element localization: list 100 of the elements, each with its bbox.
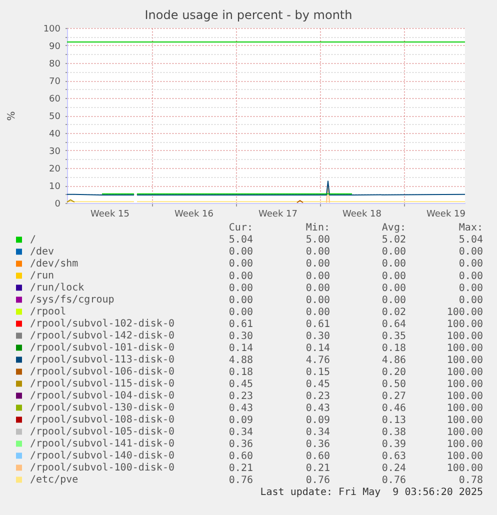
text: 0.02	[382, 306, 406, 318]
text: 0.00	[458, 246, 483, 258]
legend-label: /rpool/subvol-104-disk-0	[30, 390, 174, 402]
x-tick-label: Week 19	[426, 210, 466, 220]
text: 0.61	[228, 318, 253, 330]
text: 0.39	[382, 439, 406, 450]
text: 0.36	[228, 439, 253, 450]
text: 0.00	[306, 294, 330, 306]
text: 0.21	[228, 463, 253, 474]
text: 0.78	[458, 475, 483, 486]
text: 0.00	[458, 270, 483, 282]
y-tick-label: 40	[49, 130, 61, 140]
legend-label: /rpool/subvol-105-disk-0	[30, 426, 174, 438]
text: 0.00	[228, 282, 253, 294]
text: 100.00	[446, 402, 483, 414]
text: 0.64	[382, 318, 406, 330]
legend-label: /rpool/subvol-102-disk-0	[30, 318, 174, 330]
text: 5.04	[228, 234, 253, 246]
text: 0.00	[382, 246, 406, 258]
legend-label: /run	[30, 270, 54, 282]
text: 0.00	[228, 258, 253, 270]
legend-label: /rpool/subvol-115-disk-0	[30, 378, 174, 390]
text: 0.00	[228, 246, 253, 258]
text: 0.09	[228, 415, 253, 426]
text: 100.00	[446, 378, 483, 390]
text: 0.00	[382, 270, 406, 282]
text: 0.45	[306, 378, 330, 390]
text: 0.60	[228, 451, 253, 462]
legend-label: /	[30, 234, 36, 246]
text: 0.00	[306, 282, 330, 294]
text: 5.00	[306, 234, 330, 246]
x-tick-label: Week 15	[90, 210, 130, 220]
y-tick-label: 10	[49, 182, 61, 192]
text: 0.43	[228, 402, 253, 414]
text: 4.88	[228, 354, 253, 366]
text: Avg:	[382, 222, 406, 234]
text: 0.43	[306, 402, 330, 414]
text: 0.09	[306, 415, 330, 426]
text: 0.24	[382, 463, 406, 474]
text: 5.04	[458, 234, 483, 246]
y-tick-label: 0	[54, 200, 61, 210]
text: 0.18	[228, 366, 253, 378]
text: 0.00	[228, 294, 253, 306]
text: 100.00	[446, 354, 483, 366]
legend-label: /run/lock	[30, 282, 84, 294]
legend-label: /rpool/subvol-106-disk-0	[30, 366, 174, 378]
text: 0.00	[382, 294, 406, 306]
text: 0.60	[306, 451, 330, 462]
x-tick-label: Week 18	[342, 210, 382, 220]
text: 0.76	[306, 475, 330, 486]
chart-title: Inode usage in percent - by month	[144, 8, 352, 22]
text: 100.00	[446, 390, 483, 402]
y-tick-label: 90	[49, 42, 61, 52]
text: 100.00	[446, 463, 483, 474]
text: 0.00	[228, 270, 253, 282]
text: 0.00	[458, 282, 483, 294]
text: 100.00	[446, 439, 483, 450]
text: 0.76	[382, 475, 406, 486]
text: 0.23	[228, 390, 253, 402]
text: 0.13	[382, 415, 406, 426]
y-tick-label: 60	[49, 94, 61, 104]
text: 100.00	[446, 415, 483, 426]
text: 100.00	[446, 318, 483, 330]
legend-label: /rpool/subvol-130-disk-0	[30, 402, 174, 414]
text: 0.46	[382, 402, 406, 414]
y-tick-label: 30	[49, 147, 61, 157]
text: 0.27	[382, 390, 406, 402]
text: 0.63	[382, 451, 406, 462]
y-tick-label: 50	[49, 112, 61, 122]
text: 0.00	[306, 270, 330, 282]
y-tick-label: 80	[49, 60, 61, 70]
text: 100.00	[446, 427, 483, 438]
text: 0.00	[458, 294, 483, 306]
text: 0.76	[228, 475, 253, 486]
text: Cur:	[228, 222, 253, 234]
legend-label: /dev/shm	[30, 258, 78, 270]
text: Max:	[458, 222, 483, 234]
y-tick-label: 20	[49, 164, 61, 174]
legend-label: /rpool/subvol-100-disk-0	[30, 462, 174, 474]
text: 4.86	[382, 354, 406, 366]
text: 0.20	[382, 366, 406, 378]
text: 100.00	[446, 330, 483, 342]
text: 0.34	[228, 427, 253, 438]
text: 0.50	[382, 378, 406, 390]
text: 0.00	[458, 258, 483, 270]
text: 0.00	[382, 258, 406, 270]
text: 0.34	[306, 427, 330, 438]
text: 0.45	[228, 378, 253, 390]
text: 0.61	[306, 318, 330, 330]
legend-label: /sys/fs/cgroup	[30, 294, 114, 306]
legend-label: /etc/pve	[30, 474, 78, 486]
legend-label: /rpool	[30, 306, 66, 318]
text: 0.21	[306, 463, 330, 474]
legend-label: /rpool/subvol-142-disk-0	[30, 330, 174, 342]
text: 0.00	[382, 282, 406, 294]
text: 4.76	[306, 354, 330, 366]
legend-label: /dev	[30, 246, 54, 258]
text: 0.30	[306, 330, 330, 342]
text: 0.00	[228, 306, 253, 318]
text: 0.00	[306, 246, 330, 258]
